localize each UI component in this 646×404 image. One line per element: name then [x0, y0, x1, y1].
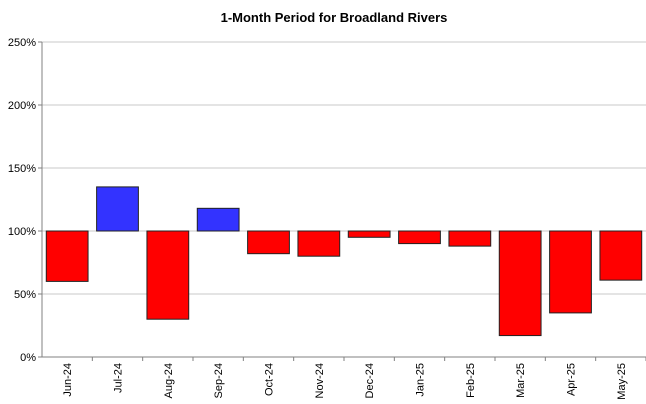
- y-tick-label: 200%: [8, 100, 36, 112]
- x-tick-label: Jan-25: [415, 363, 427, 397]
- y-tick-label: 50%: [14, 289, 36, 301]
- gridlines: [42, 41, 646, 295]
- y-tick-label: 250%: [8, 37, 36, 49]
- bar-may-25: [599, 230, 643, 281]
- chart-title: 1-Month Period for Broadland Rivers: [221, 10, 448, 25]
- bar-oct-24: [247, 230, 290, 255]
- x-tick-label: Aug-24: [163, 363, 175, 398]
- x-tick-label: Nov-24: [314, 363, 326, 398]
- bar-nov-24: [297, 230, 341, 257]
- x-tick-label: Jul-24: [113, 363, 125, 393]
- x-tick-labels: Jun-24 Jul-24 Aug-24 Sep-24 Oct-24 Nov-24 Dec-…: [62, 363, 628, 400]
- bar-aug-24: [146, 230, 190, 320]
- axes: [38, 41, 646, 361]
- x-tick-label: Jun-24: [62, 363, 74, 397]
- bar-dec-24: [347, 230, 391, 238]
- bar-apr-25: [549, 230, 592, 314]
- y-tick-label: 150%: [8, 163, 36, 175]
- bars: [45, 186, 643, 337]
- x-tick-label: Feb-25: [465, 363, 477, 398]
- bar-sep-24: [196, 207, 240, 232]
- x-tick-label: Apr-25: [566, 363, 578, 396]
- y-tick-label: 0%: [20, 352, 36, 364]
- x-tick-label: Mar-25: [515, 363, 527, 398]
- bar-jul-24: [96, 186, 139, 232]
- x-tick-label: May-25: [616, 363, 628, 399]
- bar-jan-25: [398, 230, 441, 245]
- y-tick-label: 100%: [8, 226, 36, 238]
- bar-feb-25: [448, 230, 492, 247]
- x-tick-label: Sep-24: [213, 363, 225, 398]
- y-tick-labels: 0% 50% 100% 150% 200% 250%: [8, 37, 36, 364]
- bar-jun-24: [45, 230, 89, 282]
- x-tick-label: Oct-24: [264, 363, 276, 396]
- x-tick-label: Dec-24: [364, 363, 376, 398]
- bar-mar-25: [498, 230, 542, 337]
